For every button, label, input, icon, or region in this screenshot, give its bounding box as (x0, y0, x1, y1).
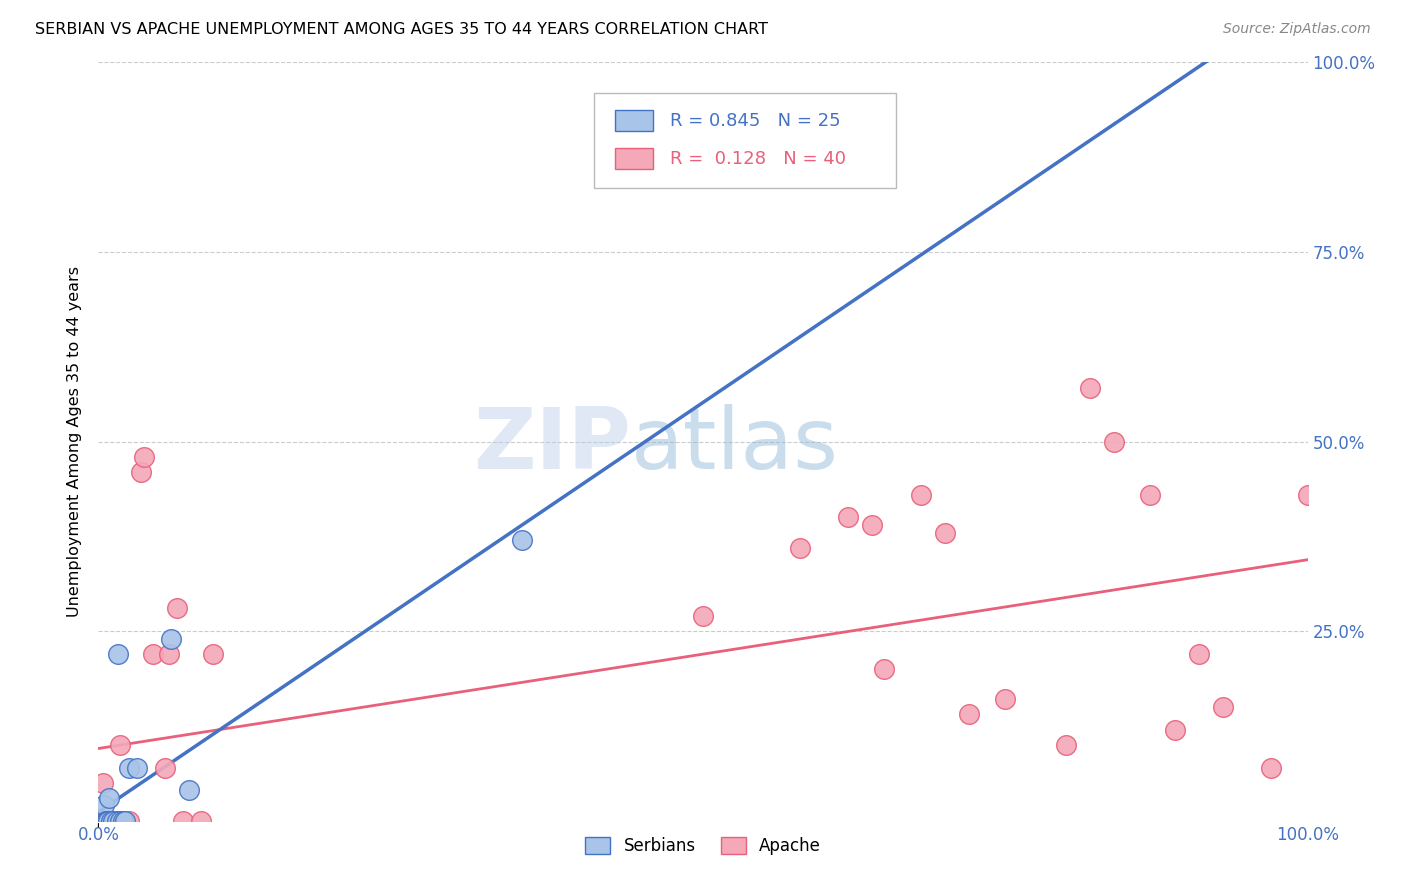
Point (1296, 487, 1319, 501)
Point (105, 814, 128, 828)
Legend: Serbians, Apache: Serbians, Apache (578, 830, 828, 862)
Point (97, 814, 120, 828)
Point (100, 814, 122, 828)
Point (107, 647, 129, 661)
Point (153, 760, 176, 774)
Point (160, 632, 183, 646)
Point (91, 776, 114, 790)
Point (129, 465, 152, 479)
Text: atlas: atlas (630, 404, 838, 487)
Point (860, 517, 883, 532)
Point (1188, 647, 1211, 661)
Point (166, 601, 188, 615)
Point (87, 814, 110, 828)
Point (96, 814, 118, 828)
Text: R =  0.128   N = 40: R = 0.128 N = 40 (671, 150, 846, 168)
Point (114, 814, 136, 828)
Point (98, 791, 121, 805)
Point (1102, 434, 1125, 449)
Point (957, 707, 980, 722)
Point (142, 647, 165, 661)
Point (190, 814, 212, 828)
Text: R = 0.845   N = 25: R = 0.845 N = 25 (671, 112, 841, 130)
Point (510, 533, 533, 548)
Point (1212, 699, 1234, 714)
Point (87, 814, 110, 828)
Point (1054, 738, 1077, 752)
Point (910, 487, 932, 501)
Point (91, 814, 114, 828)
FancyBboxPatch shape (595, 93, 897, 187)
Point (127, 760, 149, 774)
Point (1139, 487, 1161, 501)
Point (1163, 723, 1185, 737)
Point (101, 814, 124, 828)
Point (692, 608, 714, 623)
Point (101, 814, 124, 828)
Point (111, 814, 134, 828)
Point (105, 814, 128, 828)
Point (1260, 760, 1282, 774)
Point (93, 798, 115, 813)
Point (134, 450, 156, 464)
Point (97, 814, 120, 828)
Point (87, 814, 110, 828)
Point (108, 814, 131, 828)
Bar (614, 148, 654, 169)
Point (87, 814, 110, 828)
Point (837, 510, 859, 524)
Point (87, 814, 110, 828)
Point (157, 647, 180, 661)
Text: SERBIAN VS APACHE UNEMPLOYMENT AMONG AGES 35 TO 44 YEARS CORRELATION CHART: SERBIAN VS APACHE UNEMPLOYMENT AMONG AGE… (35, 22, 768, 37)
Point (1078, 382, 1101, 396)
Point (789, 541, 811, 555)
Point (934, 525, 956, 540)
Text: Source: ZipAtlas.com: Source: ZipAtlas.com (1223, 22, 1371, 37)
Point (94, 814, 117, 828)
Point (87, 814, 110, 828)
Point (100, 814, 122, 828)
Point (994, 692, 1017, 706)
Point (87, 814, 110, 828)
Y-axis label: Unemployment Among Ages 35 to 44 years: Unemployment Among Ages 35 to 44 years (67, 266, 83, 617)
Point (96, 814, 118, 828)
Point (202, 647, 225, 661)
Point (118, 814, 141, 828)
Point (873, 662, 896, 676)
Bar (614, 111, 654, 131)
Point (87, 814, 110, 828)
Point (98, 814, 121, 828)
Point (179, 783, 201, 797)
Point (118, 760, 141, 774)
Point (91, 814, 114, 828)
Point (91, 814, 114, 828)
Text: ZIP: ZIP (472, 404, 630, 487)
Point (108, 738, 131, 752)
Point (172, 814, 194, 828)
Point (93, 814, 115, 828)
